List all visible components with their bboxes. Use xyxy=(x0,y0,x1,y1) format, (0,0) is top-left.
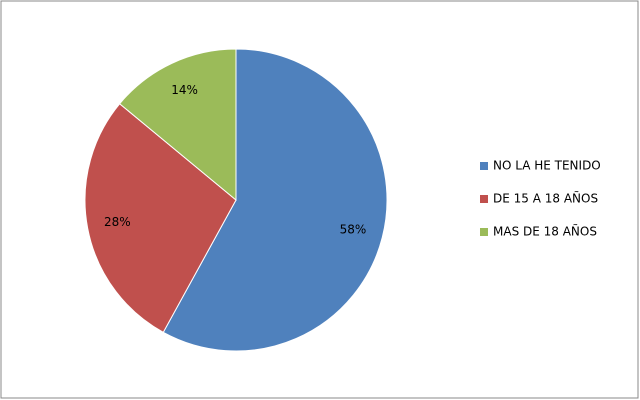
pie-slice xyxy=(162,48,388,352)
legend-label: MAS DE 18 AÑOS xyxy=(493,224,597,239)
data-label: 58% xyxy=(340,223,367,237)
pie-slice xyxy=(84,103,237,334)
legend-label: NO LA HE TENIDO xyxy=(493,159,601,173)
legend-label: DE 15 A 18 AÑOS xyxy=(493,191,598,206)
data-label: 28% xyxy=(104,215,131,229)
data-label: 14% xyxy=(171,83,198,97)
pie: 58% 28% 14% xyxy=(84,48,388,352)
pie-slice xyxy=(118,48,237,202)
legend-swatch xyxy=(480,195,488,203)
legend: NO LA HE TENIDO DE 15 A 18 AÑOS MAS DE 18 … xyxy=(480,159,601,239)
legend-swatch xyxy=(480,162,488,170)
legend-swatch xyxy=(480,228,488,236)
